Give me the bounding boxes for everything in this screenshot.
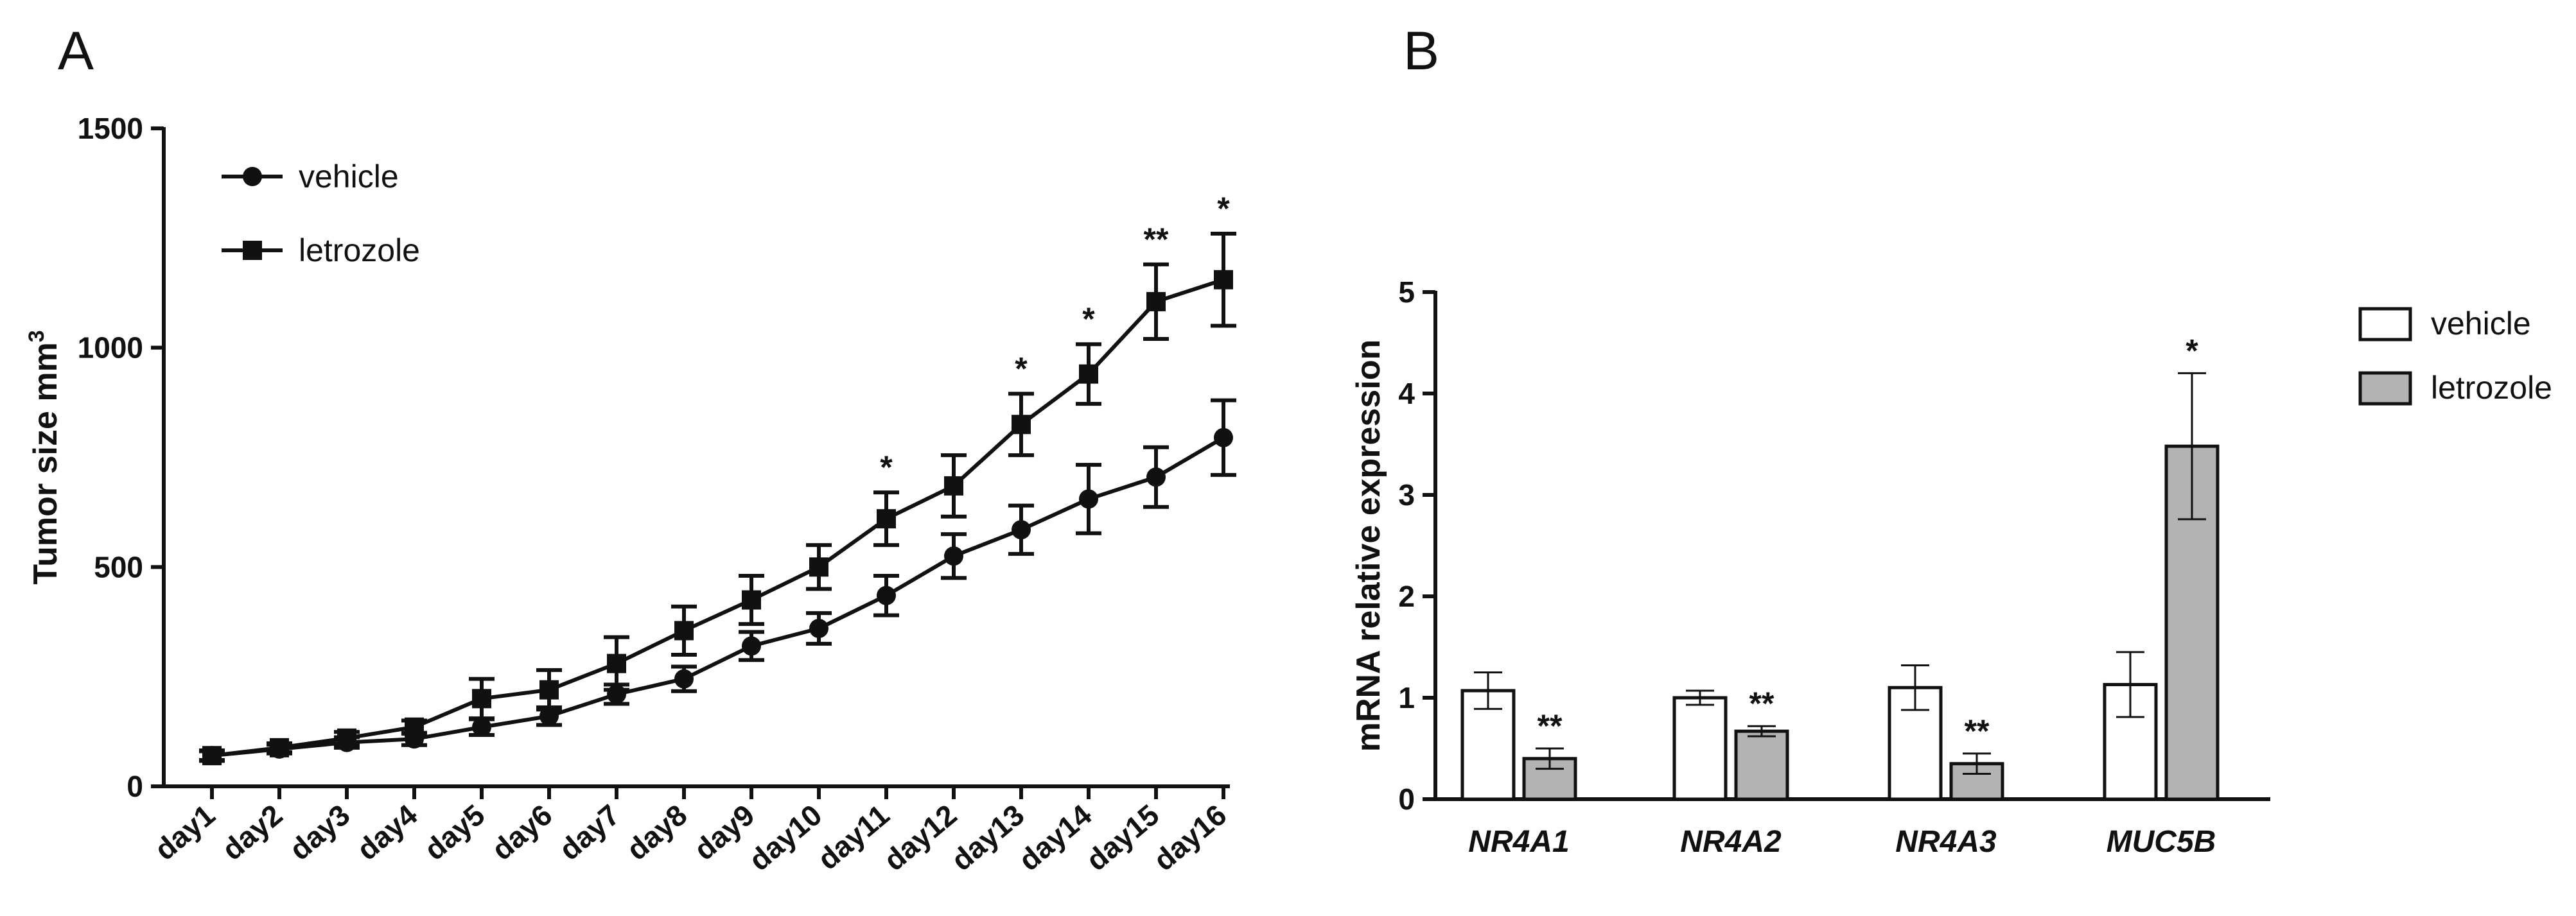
- x-tick-label: day5: [418, 798, 491, 867]
- data-point-vehicle: [1079, 489, 1098, 509]
- x-tick-label: day6: [486, 798, 559, 867]
- data-point-vehicle: [877, 585, 896, 605]
- significance-marker: *: [880, 449, 893, 485]
- x-tick-label: day11: [811, 798, 895, 876]
- significance-marker: *: [1015, 350, 1028, 386]
- y-tick-label: 0: [1398, 782, 1415, 816]
- x-tick-label: day2: [216, 798, 289, 867]
- data-point-letrozole: [674, 621, 694, 641]
- data-point-letrozole: [1146, 291, 1166, 311]
- x-tick-label: day14: [1012, 798, 1098, 877]
- data-point-letrozole: [1012, 415, 1031, 435]
- x-tick-label: day16: [1147, 798, 1232, 877]
- y-tick-label: 0: [127, 770, 143, 803]
- panel-a-label: A: [58, 21, 94, 81]
- x-tick-label: day3: [283, 798, 356, 867]
- y-tick-label: 1500: [78, 112, 143, 145]
- x-tick-label: day4: [351, 798, 424, 867]
- data-point-vehicle: [742, 636, 761, 656]
- y-axis-title: mRNA relative expression: [1350, 340, 1387, 752]
- y-tick-label: 2: [1398, 580, 1415, 613]
- x-tick-label: day13: [945, 798, 1030, 877]
- y-axis-title: Tumor size mm3: [24, 330, 64, 584]
- bar-vehicle: [1672, 696, 1728, 801]
- data-point-vehicle: [1012, 520, 1031, 540]
- legend-label-letrozole: letrozole: [299, 232, 420, 268]
- x-tick-label: NR4A2: [1680, 825, 1782, 859]
- bar-chart-mrna-expression: 0 1 2 3 4 5 mRNA relative expression NR4A1 NR4A2…: [1350, 275, 2552, 859]
- x-tick-label: day8: [620, 798, 694, 867]
- legend-swatch-vehicle: [2358, 307, 2412, 341]
- data-point-letrozole: [337, 728, 356, 748]
- significance-marker: *: [2186, 333, 2198, 368]
- data-point-letrozole: [877, 509, 896, 529]
- data-point-vehicle: [472, 717, 491, 737]
- legend-marker-letrozole: [243, 241, 262, 260]
- data-point-letrozole: [742, 590, 761, 610]
- significance-marker: **: [1538, 708, 1563, 744]
- x-tick-label: NR4A3: [1895, 825, 1997, 859]
- data-point-letrozole: [270, 738, 289, 757]
- significance-marker: **: [1749, 686, 1774, 722]
- legend-swatch-letrozole: [2358, 371, 2412, 406]
- significance-marker: *: [1217, 191, 1230, 227]
- significance-marker: **: [1965, 713, 1990, 749]
- data-point-letrozole: [472, 689, 491, 709]
- y-tick-label: 3: [1398, 478, 1415, 512]
- x-tick-label: day12: [877, 798, 963, 877]
- y-tick-label: 1: [1398, 681, 1415, 714]
- data-point-vehicle: [1214, 428, 1233, 447]
- data-point-letrozole: [405, 717, 424, 737]
- significance-marker: *: [1082, 301, 1095, 337]
- bar-letrozole: [1734, 729, 1789, 801]
- data-point-letrozole: [539, 680, 559, 700]
- y-tick-label: 5: [1398, 275, 1415, 309]
- data-point-vehicle: [1146, 467, 1166, 487]
- x-tick-label: day1: [148, 798, 222, 867]
- x-tick-label: day7: [553, 798, 626, 867]
- legend-label-letrozole: letrozole: [2431, 370, 2552, 406]
- y-tick-label: 1000: [78, 331, 143, 365]
- data-point-vehicle: [944, 546, 963, 566]
- data-point-letrozole: [944, 476, 963, 496]
- data-point-letrozole: [1214, 270, 1233, 289]
- x-tick-label: day15: [1080, 798, 1165, 877]
- legend-label-vehicle: vehicle: [299, 159, 399, 194]
- y-tick-label: 500: [94, 550, 143, 583]
- significance-marker: **: [1144, 221, 1169, 257]
- legend-label-vehicle: vehicle: [2431, 306, 2531, 341]
- legend-marker-vehicle: [243, 167, 262, 186]
- series-line-letrozole: [211, 277, 1224, 758]
- series-line-vehicle: [211, 436, 1225, 758]
- x-tick-label: MUC5B: [2107, 825, 2216, 859]
- data-point-letrozole: [607, 653, 626, 673]
- data-point-letrozole: [809, 557, 828, 577]
- data-point-letrozole: [202, 746, 222, 766]
- panel-b-label: B: [1403, 21, 1439, 81]
- x-tick-label: day10: [742, 798, 828, 877]
- data-point-letrozole: [1079, 364, 1098, 384]
- data-point-vehicle: [809, 619, 828, 638]
- data-point-vehicle: [674, 669, 694, 689]
- y-tick-label: 4: [1398, 377, 1415, 410]
- x-tick-label: NR4A1: [1468, 825, 1569, 859]
